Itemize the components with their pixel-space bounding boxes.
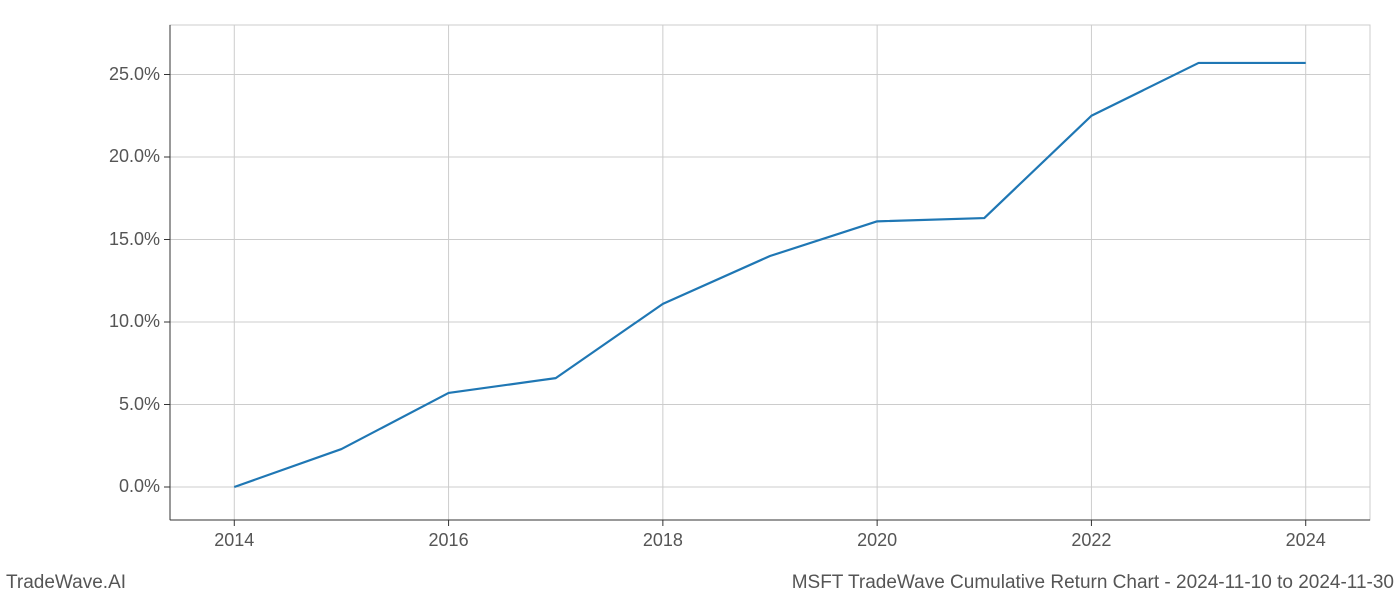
chart-svg	[0, 0, 1400, 600]
x-axis-tick-label: 2022	[1061, 530, 1121, 551]
x-axis-tick-label: 2018	[633, 530, 693, 551]
y-axis-tick-label: 5.0%	[80, 394, 160, 415]
y-axis-tick-label: 25.0%	[80, 64, 160, 85]
chart-container: 0.0% 5.0% 10.0% 15.0% 20.0% 25.0% 2014 2016 2018…	[0, 0, 1400, 600]
y-axis-tick-label: 0.0%	[80, 476, 160, 497]
x-axis-tick-label: 2016	[419, 530, 479, 551]
y-axis-tick-label: 15.0%	[80, 229, 160, 250]
footer-left-label: TradeWave.AI	[6, 572, 126, 594]
y-axis-tick-label: 10.0%	[80, 311, 160, 332]
y-axis-tick-label: 20.0%	[80, 146, 160, 167]
x-axis-tick-label: 2024	[1276, 530, 1336, 551]
footer-right-label: MSFT TradeWave Cumulative Return Chart -…	[792, 572, 1394, 594]
x-axis-tick-label: 2014	[204, 530, 264, 551]
x-axis-tick-label: 2020	[847, 530, 907, 551]
